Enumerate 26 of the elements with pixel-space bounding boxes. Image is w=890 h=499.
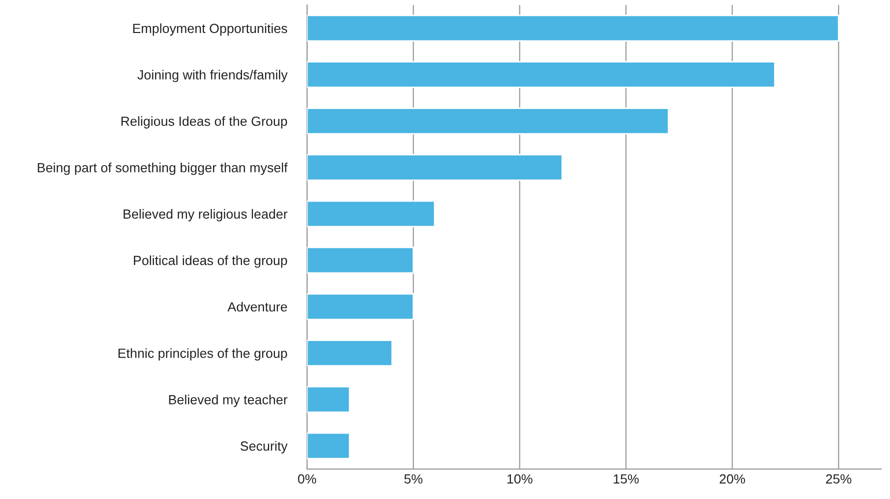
y-tick-label: Joining with friends/family <box>137 70 288 82</box>
y-tick-label: Ethnic principles of the group <box>118 348 288 361</box>
y-tick-label: Employment Opportunities <box>133 23 288 36</box>
bar <box>307 108 670 134</box>
y-tick-label: Believed my religious leader <box>124 209 288 222</box>
bar <box>307 246 414 274</box>
x-tick-label: 10% <box>507 474 532 484</box>
bar <box>307 432 350 460</box>
bar <box>307 14 840 42</box>
bar <box>307 340 393 366</box>
bar <box>307 386 350 413</box>
x-tick-label: 25% <box>826 474 852 484</box>
y-tick-label: Adventure <box>227 302 288 312</box>
bar <box>307 154 563 181</box>
bar <box>307 293 414 320</box>
x-tick-label: 20% <box>720 474 746 484</box>
bar <box>307 200 436 228</box>
y-tick-label: Religious Ideas of the Group <box>121 116 288 129</box>
bar <box>307 61 776 88</box>
y-tick-label: Political ideas of the group <box>134 255 288 268</box>
x-tick-label: 15% <box>614 474 639 484</box>
y-tick-label: Security <box>240 441 288 454</box>
x-tick-label: 5% <box>404 474 422 484</box>
y-tick-label: Being part of something bigger than myself <box>38 162 288 175</box>
y-tick-label: Believed my teacher <box>169 394 288 407</box>
x-tick-label: 0% <box>298 474 316 484</box>
